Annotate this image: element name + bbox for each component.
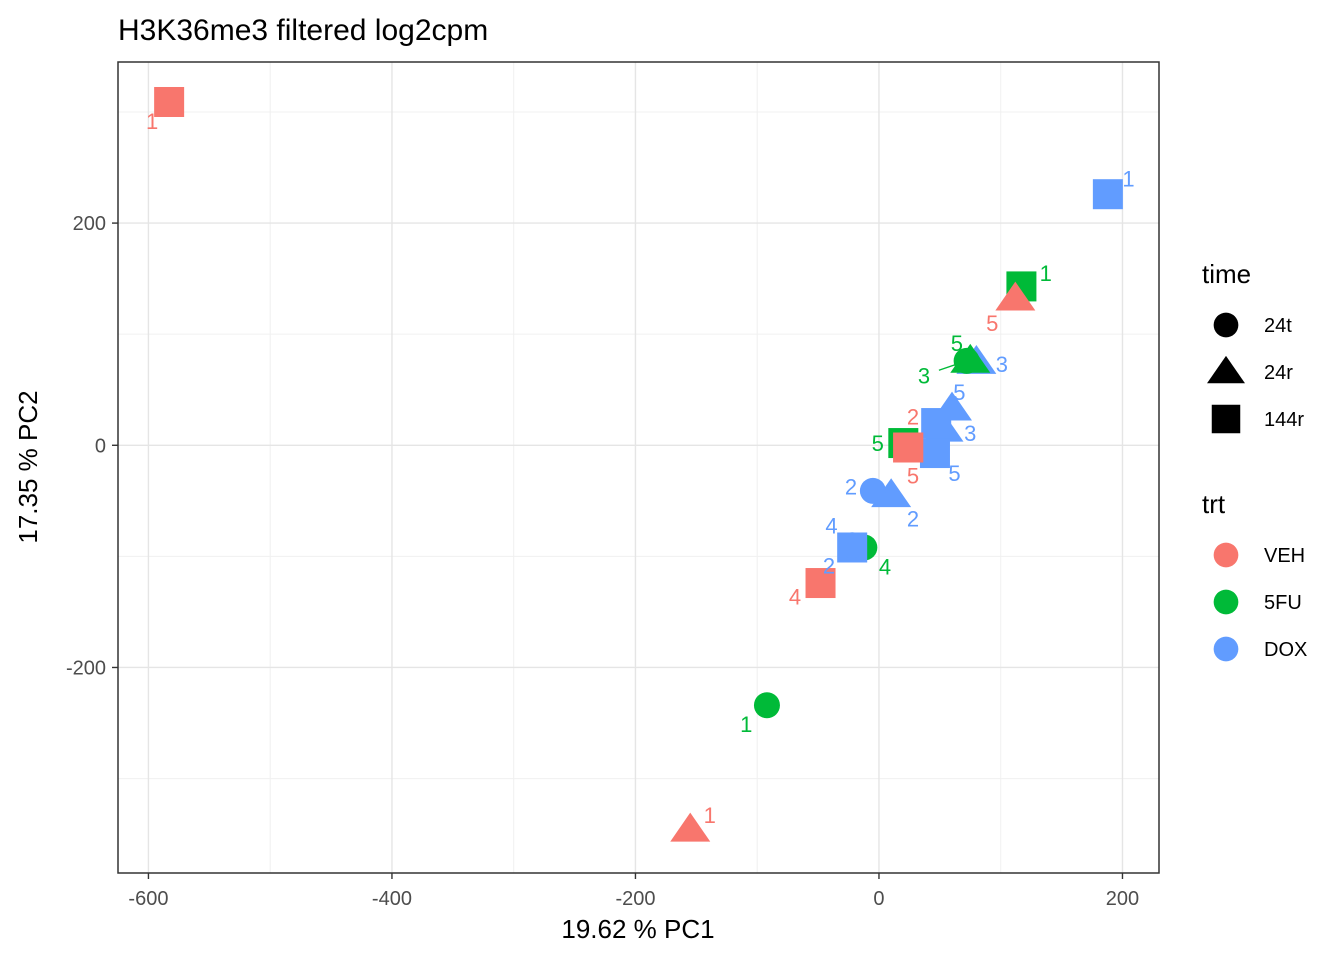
point-label: 5 — [951, 331, 963, 356]
x-tick-label: 200 — [1106, 888, 1139, 910]
point-label: 2 — [823, 553, 835, 578]
legend-key-5fu — [1213, 589, 1239, 615]
data-point-dox-24t — [839, 532, 866, 559]
legend-key-144r — [1211, 404, 1241, 434]
legend-key-veh — [1213, 542, 1239, 568]
x-tick-label: 0 — [873, 888, 884, 910]
point-label: 4 — [879, 554, 891, 579]
point-label: 5 — [986, 311, 998, 336]
legend-label-dox: DOX — [1264, 639, 1307, 661]
data-point-veh-24r — [995, 281, 1036, 311]
point-label: 3 — [964, 421, 976, 446]
point-label: 2 — [845, 474, 857, 499]
point-label: 1 — [1040, 261, 1052, 286]
panel-border — [117, 61, 1160, 874]
point-label: 1 — [146, 109, 158, 134]
data-point-dox-24t — [859, 477, 886, 504]
point-label: 1 — [1122, 167, 1134, 192]
y-axis-title: 17.35 % PC2 — [13, 390, 43, 543]
y-tick-label: 0 — [95, 435, 106, 457]
data-point-veh-144r — [893, 432, 924, 463]
legend-key-dox — [1213, 636, 1239, 662]
point-label: 3 — [918, 363, 930, 388]
y-axis-ticks: -200 0 200 — [66, 213, 118, 679]
x-tick-label: -200 — [615, 888, 655, 910]
point-label: 5 — [907, 463, 919, 488]
legend-label-24r: 24r — [1264, 362, 1293, 384]
data-point-veh-144r — [154, 86, 185, 117]
data-point-5fu-24t — [753, 692, 780, 719]
x-axis-title: 19.62 % PC1 — [561, 914, 714, 944]
x-tick-label: -600 — [128, 888, 168, 910]
legend-label-144r: 144r — [1264, 409, 1304, 431]
point-label: 5 — [953, 380, 965, 405]
y-tick-label: 200 — [73, 213, 106, 235]
point-label: 2 — [907, 507, 919, 532]
legend-title-time: time — [1202, 259, 1251, 289]
data-points — [154, 86, 1123, 842]
legend-key-24t — [1213, 312, 1239, 338]
grid-lines — [118, 62, 1159, 873]
data-point-veh-144r — [805, 568, 836, 599]
label-leader-line — [938, 360, 967, 371]
point-label: 1 — [740, 712, 752, 737]
data-point-dox-144r — [919, 438, 950, 469]
point-label: 5 — [872, 431, 884, 456]
legend-title-trt: trt — [1202, 489, 1226, 519]
legend-label-24t: 24t — [1264, 315, 1292, 337]
x-tick-label: -400 — [372, 888, 412, 910]
y-tick-label: -200 — [66, 657, 106, 679]
legend: time 24t 24r 144r trt VEH 5FU DOX — [1202, 259, 1307, 662]
legend-label-veh: VEH — [1264, 545, 1305, 567]
point-label: 2 — [907, 404, 919, 429]
legend-label-5fu: 5FU — [1264, 592, 1302, 614]
data-point-dox-144r — [921, 408, 952, 439]
chart-title: H3K36me3 filtered log2cpm — [118, 14, 488, 47]
point-label: 5 — [948, 461, 960, 486]
data-point-veh-24r — [670, 812, 711, 842]
point-label: 1 — [704, 803, 716, 828]
point-label: 4 — [789, 584, 801, 609]
legend-key-24r — [1207, 355, 1245, 384]
point-label: 4 — [825, 513, 837, 538]
x-axis-ticks: -600 -400 -200 0 200 — [128, 873, 1139, 910]
data-point-dox-144r — [1092, 179, 1123, 210]
point-label: 3 — [996, 352, 1008, 377]
